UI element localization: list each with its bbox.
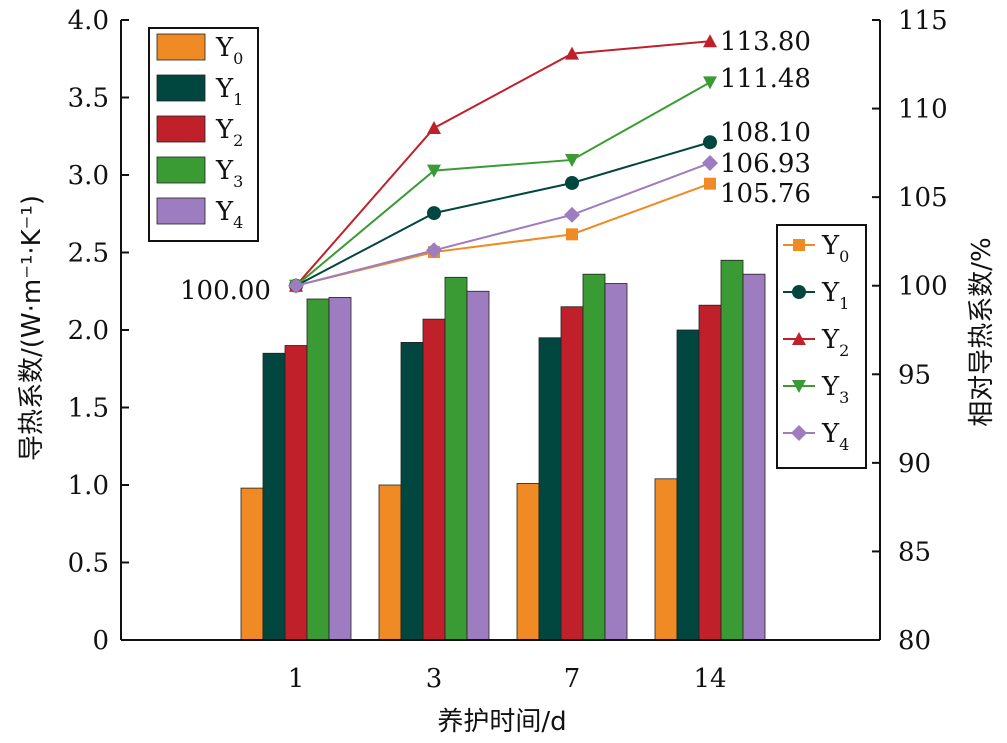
y-tick-label: 2.0	[68, 316, 109, 346]
point-y2-3	[427, 121, 441, 135]
bar-legend-swatch-y3	[156, 156, 206, 184]
value-label: 106.93	[720, 149, 811, 179]
bar-y4-7	[604, 283, 628, 641]
x-tick-label: 3	[426, 664, 443, 694]
y2-tick-label: 105	[898, 183, 948, 213]
line-legend-label-y2: Y2	[821, 325, 849, 360]
point-y3-3	[427, 164, 441, 178]
line-legend-marker-y1	[792, 285, 806, 299]
bar-y3-3	[444, 276, 468, 641]
bar-y4-3	[466, 290, 490, 641]
y2-tick-label: 85	[898, 537, 931, 567]
y2-tick-label: 100	[898, 272, 948, 302]
y2-tick-label: 95	[898, 360, 931, 390]
value-label: 111.48	[720, 64, 811, 94]
line-legend-label-y0: Y0	[821, 231, 849, 266]
y-tick-label: 1.0	[68, 471, 109, 501]
y2-axis-title: 相对导热系数/%	[967, 237, 997, 426]
bar-y0-3	[378, 484, 402, 641]
point-y4-1	[288, 277, 304, 294]
line-legend-marker-y4	[791, 425, 807, 441]
y-tick-label: 2.5	[68, 239, 109, 269]
point-y0-14	[704, 177, 716, 190]
point-y3-7	[565, 153, 579, 167]
y-tick-label: 3.0	[68, 161, 109, 191]
x-tick-label: 14	[693, 664, 726, 694]
value-label: 113.80	[720, 27, 811, 57]
bar-y1-1	[262, 352, 286, 641]
line-legend-label-y3: Y3	[821, 372, 849, 407]
line-y3	[295, 81, 711, 287]
bar-y1-14	[676, 329, 700, 641]
bars-layer	[240, 259, 766, 641]
bar-y3-7	[582, 273, 606, 641]
bar-legend-swatch-y0	[156, 33, 206, 61]
bar-legend-swatch-y4	[156, 197, 206, 225]
bar-y3-1	[306, 298, 330, 641]
value-label: 108.10	[720, 118, 811, 148]
value-label: 105.76	[720, 179, 811, 209]
line-legend-label-y1: Y1	[821, 278, 849, 313]
point-y4-14	[702, 154, 718, 171]
y2-tick-label: 90	[898, 449, 931, 479]
y2-tick-label: 110	[898, 95, 948, 125]
bar-legend-label-y4: Y4	[215, 197, 243, 232]
axes-layer: 0 0.5 1.0 1.5 2.0 2.5 3.0 3.5 4.0 80 85 90 95 100 105 1…	[68, 6, 948, 694]
bar-y2-14	[698, 304, 722, 641]
point-y2-14	[703, 34, 717, 48]
y2-tick-label: 80	[898, 626, 931, 656]
point-y3-14	[703, 76, 717, 90]
point-y1-14	[703, 135, 717, 150]
bar-legend-label-y2: Y2	[215, 115, 243, 150]
bar-y0-14	[654, 478, 678, 641]
bar-y1-7	[538, 337, 562, 641]
bar-y2-3	[422, 318, 446, 641]
y-tick-label: 3.5	[68, 84, 109, 114]
bar-legend-label-y0: Y0	[215, 33, 243, 68]
x-tick-label: 1	[288, 664, 305, 694]
y-tick-label: 1.5	[68, 394, 109, 424]
bar-y3-14	[720, 259, 744, 641]
x-axis-title: 养护时间/d	[437, 707, 566, 737]
line-y4	[295, 162, 711, 287]
bar-y2-1	[284, 345, 308, 641]
bar-y4-1	[328, 297, 352, 641]
line-legend-marker-y0	[793, 239, 805, 251]
line-legend: Y0 Y1 Y2 Y3 Y4	[776, 224, 867, 469]
x-tick-label: 7	[564, 664, 581, 694]
bar-legend-swatch-y2	[156, 115, 206, 143]
bar-legend: Y0 Y1 Y2 Y3 Y4	[148, 27, 259, 242]
value-label: 100.00	[180, 276, 271, 306]
bar-y0-1	[240, 487, 264, 641]
bar-y2-7	[560, 306, 584, 641]
line-y1	[295, 141, 711, 287]
bar-legend-swatch-y1	[156, 74, 206, 102]
point-y4-7	[564, 206, 580, 223]
point-y0-7	[566, 228, 578, 241]
y-axis-title: 导热系数/(W·m⁻¹·K⁻¹)	[17, 195, 47, 461]
bar-legend-label-y1: Y1	[215, 74, 243, 109]
y2-tick-label: 115	[898, 6, 948, 36]
bar-y0-7	[516, 483, 540, 641]
bar-legend-label-y3: Y3	[215, 156, 243, 191]
bar-y1-3	[400, 341, 424, 641]
y-tick-label: 0.5	[68, 549, 109, 579]
point-y1-7	[565, 175, 579, 190]
bar-y4-14	[742, 273, 766, 641]
point-y1-3	[427, 206, 441, 221]
line-legend-marker-y3	[792, 380, 806, 393]
point-y4-3	[426, 242, 442, 259]
point-y2-7	[565, 46, 579, 60]
line-legend-label-y4: Y4	[821, 419, 849, 454]
line-legend-marker-y2	[792, 332, 806, 345]
line-legend-box	[776, 224, 867, 469]
y-tick-label: 4.0	[68, 6, 109, 36]
line-y2	[295, 40, 711, 287]
y-tick-label: 0	[92, 626, 109, 656]
